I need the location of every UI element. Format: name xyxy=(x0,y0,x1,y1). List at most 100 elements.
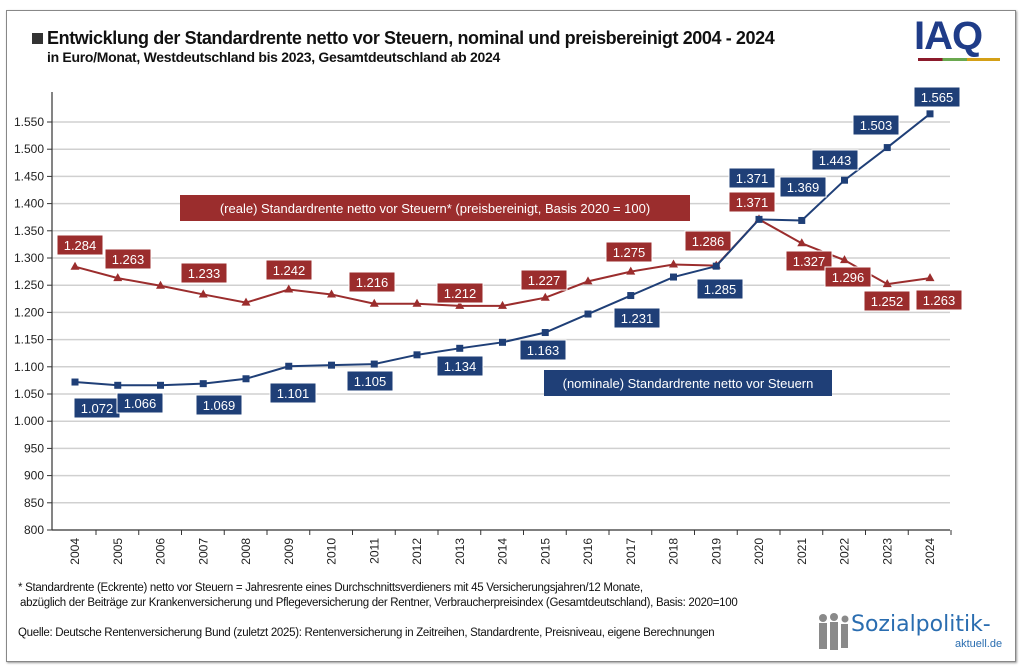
legend-label: (reale) Standardrente netto vor Steuern*… xyxy=(220,201,650,216)
brand-subtext: aktuell.de xyxy=(955,638,1003,650)
data-point xyxy=(199,380,207,388)
data-label: 1.066 xyxy=(124,396,157,411)
bullet-square xyxy=(32,33,43,44)
data-label-box xyxy=(436,282,484,304)
x-tick-label: 2015 xyxy=(538,538,552,565)
data-label-box xyxy=(613,307,661,329)
data-point xyxy=(882,279,892,288)
data-label: 1.327 xyxy=(793,254,826,269)
y-tick-label: 950 xyxy=(24,441,44,455)
y-tick-label: 1.000 xyxy=(14,414,44,428)
y-tick-label: 1.300 xyxy=(14,251,44,265)
data-point xyxy=(455,300,465,309)
data-point xyxy=(114,381,122,389)
data-label: 1.134 xyxy=(444,359,477,374)
y-tick-label: 1.550 xyxy=(14,115,44,129)
x-tick-label: 2006 xyxy=(154,538,168,565)
data-label-box xyxy=(779,176,827,198)
data-point xyxy=(156,280,165,289)
iaq-logo: IAQ xyxy=(914,14,983,58)
data-point xyxy=(70,261,80,270)
data-label-box xyxy=(824,266,872,288)
data-point xyxy=(583,276,593,285)
y-tick-label: 1.150 xyxy=(14,333,44,347)
brand-text: Sozialpolitik- xyxy=(851,612,991,637)
data-point xyxy=(925,273,935,282)
data-point xyxy=(242,375,250,383)
data-label: 1.263 xyxy=(923,293,956,308)
x-tick-label: 2012 xyxy=(410,538,424,565)
source-note: Quelle: Deutsche Rentenversicherung Bund… xyxy=(18,627,715,639)
x-tick-label: 2011 xyxy=(367,538,381,564)
y-tick-label: 1.350 xyxy=(14,224,44,238)
data-label: 1.252 xyxy=(871,294,904,309)
data-label-box xyxy=(728,167,776,189)
data-label-box xyxy=(863,290,911,312)
data-point xyxy=(626,266,636,275)
data-label-box xyxy=(811,149,859,171)
data-label-box xyxy=(195,394,243,416)
data-label: 1.231 xyxy=(621,311,654,326)
data-label: 1.369 xyxy=(787,180,820,195)
y-tick-label: 1.250 xyxy=(14,278,44,292)
data-point xyxy=(841,176,848,184)
data-label: 1.263 xyxy=(112,252,145,267)
data-point xyxy=(627,292,635,300)
data-label: 1.069 xyxy=(203,398,236,413)
data-point xyxy=(540,292,550,301)
x-tick-label: 2018 xyxy=(667,538,681,565)
data-point xyxy=(157,381,164,389)
legend-label: (nominale) Standardrente netto vor Steue… xyxy=(563,376,814,391)
x-tick-label: 2022 xyxy=(838,538,852,565)
data-point xyxy=(669,259,678,268)
data-point xyxy=(840,255,849,264)
y-tick-label: 900 xyxy=(24,469,44,483)
data-label-box xyxy=(605,241,653,263)
chart-subtitle: in Euro/Monat, Westdeutschland bis 2023,… xyxy=(47,49,500,65)
data-label: 1.296 xyxy=(832,270,865,285)
data-point xyxy=(584,310,592,318)
chart-frame xyxy=(6,10,1016,662)
x-tick-label: 2008 xyxy=(239,538,253,565)
data-point xyxy=(327,289,336,298)
x-tick-label: 2024 xyxy=(923,538,937,565)
data-point xyxy=(198,289,208,298)
y-tick-label: 1.500 xyxy=(14,142,44,156)
legend-box xyxy=(180,195,690,221)
chart-title: Entwicklung der Standardrente netto vor … xyxy=(32,28,775,49)
data-point xyxy=(284,284,294,293)
x-tick-label: 2017 xyxy=(624,538,638,565)
data-point xyxy=(755,215,763,223)
x-tick-label: 2019 xyxy=(709,538,723,565)
data-point xyxy=(883,144,891,152)
data-point xyxy=(370,360,378,368)
data-label: 1.371 xyxy=(736,171,769,186)
data-point xyxy=(241,297,251,306)
data-label: 1.503 xyxy=(860,118,893,133)
data-label-box xyxy=(269,382,317,404)
data-label-box xyxy=(116,392,164,414)
data-label: 1.285 xyxy=(704,282,737,297)
y-tick-label: 1.100 xyxy=(14,360,44,374)
data-label-box xyxy=(520,269,568,291)
data-point xyxy=(71,378,79,386)
data-point xyxy=(499,338,506,346)
data-point xyxy=(413,351,421,359)
data-point xyxy=(670,273,677,281)
data-point xyxy=(113,273,123,282)
x-tick-label: 2009 xyxy=(282,538,296,565)
data-label-box xyxy=(785,250,833,272)
data-label-box xyxy=(348,271,396,293)
x-tick-label: 2010 xyxy=(325,538,339,565)
data-point xyxy=(541,329,549,337)
data-label: 1.072 xyxy=(81,401,114,416)
y-tick-label: 1.200 xyxy=(14,305,44,319)
data-point xyxy=(498,300,507,309)
y-tick-label: 850 xyxy=(24,496,44,510)
data-label-box xyxy=(346,370,394,392)
data-label-box xyxy=(913,86,961,108)
data-point xyxy=(797,238,807,247)
data-point xyxy=(926,110,934,118)
data-label: 1.371 xyxy=(736,195,769,210)
